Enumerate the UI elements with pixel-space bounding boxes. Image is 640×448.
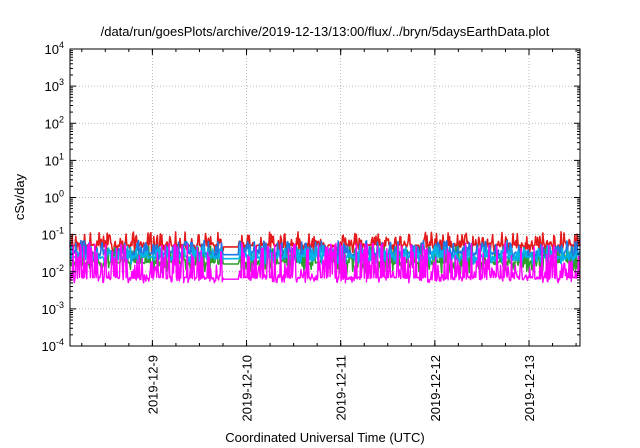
x-axis-label: Coordinated Universal Time (UTC) <box>225 430 424 445</box>
x-tick-label: 2019-12-11 <box>334 355 349 421</box>
grid-lines <box>70 49 580 346</box>
chart-title: /data/run/goesPlots/archive/2019-12-13/1… <box>101 24 550 39</box>
y-axis: 10-4 10-3 10-2 10-1 100 101 102 103 104 <box>42 40 580 354</box>
x-tick-label: 2019-12-12 <box>428 355 443 422</box>
series-line-5 <box>69 242 581 284</box>
x-axis: 2019-12-9 2019-12-10 2019-12-11 2019-12-12 2… <box>81 49 577 422</box>
y-tick-label: 103 <box>45 77 64 94</box>
y-tick-label: 10-3 <box>42 300 64 317</box>
x-tick-label: 2019-12-9 <box>145 355 160 414</box>
y-tick-label: 10-1 <box>42 226 64 243</box>
y-tick-label: 101 <box>45 151 64 168</box>
y-tick-label: 104 <box>45 40 64 57</box>
x-tick-label: 2019-12-13 <box>522 355 537 422</box>
series-group <box>69 231 581 284</box>
y-tick-label: 102 <box>45 114 64 131</box>
y-tick-label: 10-4 <box>42 337 64 354</box>
x-tick-label: 2019-12-10 <box>240 355 255 422</box>
y-tick-label: 10-2 <box>42 263 64 280</box>
y-tick-label: 100 <box>45 189 64 206</box>
y-axis-label: cSv/day <box>12 173 27 220</box>
